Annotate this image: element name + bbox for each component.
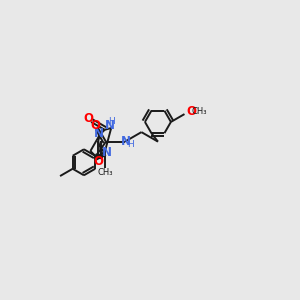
Text: N: N (93, 128, 103, 140)
Text: N: N (121, 134, 131, 148)
Text: CH₃: CH₃ (192, 107, 208, 116)
Text: N: N (105, 118, 115, 132)
Text: O: O (186, 105, 196, 118)
Text: N: N (102, 146, 112, 159)
Text: O: O (90, 118, 100, 132)
Text: CH₃: CH₃ (98, 168, 113, 177)
Text: O: O (83, 112, 93, 125)
Text: O: O (94, 155, 104, 168)
Text: H: H (108, 117, 115, 126)
Text: H: H (127, 140, 134, 149)
